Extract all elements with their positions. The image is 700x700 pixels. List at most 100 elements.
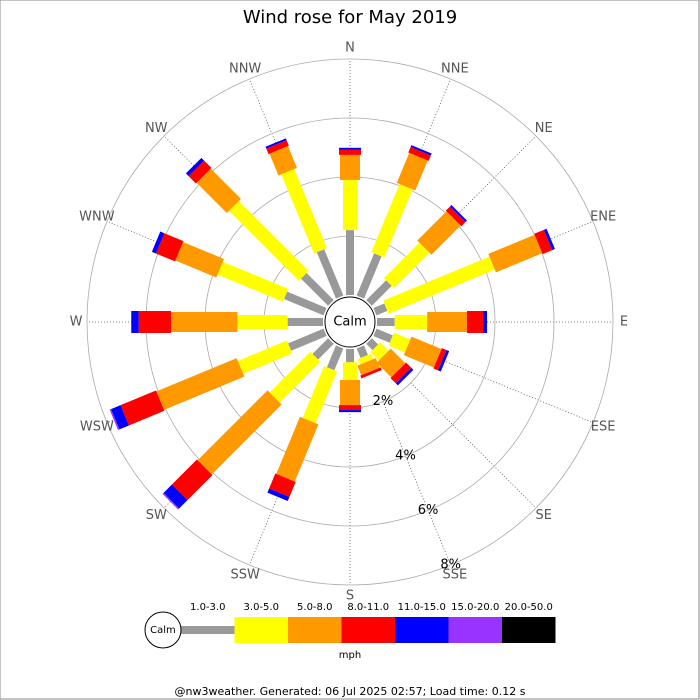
bar-segment: [373, 328, 393, 343]
direction-label: NE: [535, 121, 553, 136]
legend-label: 11.0-15.0: [398, 602, 446, 613]
bar-segment: [269, 473, 296, 497]
direction-bars: [356, 145, 432, 299]
spoke: [410, 382, 537, 509]
bar-segment: [395, 367, 414, 386]
bar-segment: [302, 366, 338, 424]
direction-label: WNW: [79, 210, 115, 225]
calm-label: Calm: [333, 315, 366, 330]
direction-label: S: [346, 589, 354, 604]
spoke: [429, 220, 594, 290]
legend-swatch: [395, 617, 449, 643]
bar-segment: [390, 362, 412, 384]
bar-segment: [383, 256, 495, 314]
bar-segment: [394, 315, 428, 329]
bar-segment: [438, 350, 450, 372]
bar-segment: [466, 311, 484, 333]
calm-circle: [324, 296, 376, 348]
spoke: [106, 220, 271, 290]
bar-segment: [433, 348, 447, 371]
direction-label: W: [70, 315, 83, 330]
bar-segment: [188, 160, 212, 184]
bar-segment: [483, 311, 488, 333]
spoke: [248, 78, 318, 243]
bar-segment: [343, 179, 357, 231]
direction-label: N: [345, 41, 355, 56]
bar-segment: [196, 168, 241, 213]
direction-bars: [339, 147, 361, 295]
bar-segment: [376, 348, 406, 378]
direction-bars: [377, 311, 488, 333]
bar-segment: [343, 362, 357, 380]
direction-bars: [109, 328, 327, 430]
bar-segment: [396, 152, 428, 191]
direction-bars: [373, 228, 555, 316]
spoke: [382, 401, 452, 566]
bar-segment: [265, 138, 287, 149]
bar-segment: [110, 405, 129, 430]
direction-bars: [131, 311, 324, 333]
bar-segment: [197, 390, 282, 475]
bar-segment: [346, 230, 354, 295]
direction-bars: [151, 231, 327, 316]
direction-bars: [339, 349, 361, 413]
bar-segment: [339, 410, 361, 413]
bar-segment: [312, 338, 334, 360]
bar-segment: [543, 228, 555, 251]
bar-segment: [340, 379, 360, 406]
bar-segment: [410, 145, 432, 156]
legend-swatch: [502, 617, 556, 643]
bar-segment: [267, 488, 290, 502]
bar-segment: [269, 146, 297, 176]
bar-segment: [316, 249, 344, 299]
direction-bars: [267, 345, 344, 502]
bar-segment: [281, 169, 327, 254]
direction-bars: [356, 345, 382, 379]
legend-swatch: [448, 617, 502, 643]
bar-segment: [266, 140, 289, 155]
bar-segment: [360, 367, 382, 379]
footer: @nw3weather. Generated: 06 Jul 2025 02:5…: [175, 685, 526, 698]
bar-segment: [155, 233, 184, 262]
direction-bars: [265, 138, 344, 299]
bar-segment: [339, 149, 361, 155]
bar-segment: [340, 154, 360, 180]
direction-bars: [366, 338, 414, 386]
bar-segment: [171, 312, 238, 332]
unit-label: mph: [339, 650, 361, 661]
bar-segment: [357, 358, 380, 376]
bar-segment: [427, 312, 467, 332]
bar-segment: [370, 342, 389, 361]
bar-segment: [339, 405, 361, 411]
bar-segment: [366, 338, 379, 351]
direction-label: NNW: [229, 61, 261, 76]
bar-segment: [217, 261, 289, 302]
bar-segment: [371, 183, 413, 258]
bar-segment: [377, 318, 395, 326]
direction-label: NW: [145, 121, 168, 136]
direction-bars: [366, 205, 467, 306]
direction-label: SSE: [442, 568, 467, 583]
direction-label: SSW: [230, 568, 260, 583]
legend-label: 15.0-20.0: [451, 602, 499, 613]
bar-segment: [162, 492, 180, 510]
bar-segment: [408, 147, 431, 161]
r-tick-label: 2%: [373, 394, 394, 409]
bar-segment: [156, 358, 245, 410]
bar-segment: [228, 200, 309, 281]
bar-segment: [366, 280, 392, 306]
direction-bars: [185, 157, 334, 306]
bar-segment: [171, 459, 213, 501]
bar-segment: [109, 409, 120, 430]
legend-label: 20.0-50.0: [505, 602, 553, 613]
bar-segment: [373, 303, 388, 316]
legend-label: 1.0-3.0: [190, 602, 225, 613]
legend-swatch: [181, 626, 235, 634]
bar-segment: [356, 345, 368, 359]
bar-segment: [383, 242, 430, 289]
bar-segment: [356, 253, 382, 299]
chart-title: Wind rose for May 2019: [243, 7, 457, 28]
grid-ring: [86, 58, 614, 586]
bar-segment: [339, 147, 361, 150]
bar-segment: [403, 336, 442, 368]
